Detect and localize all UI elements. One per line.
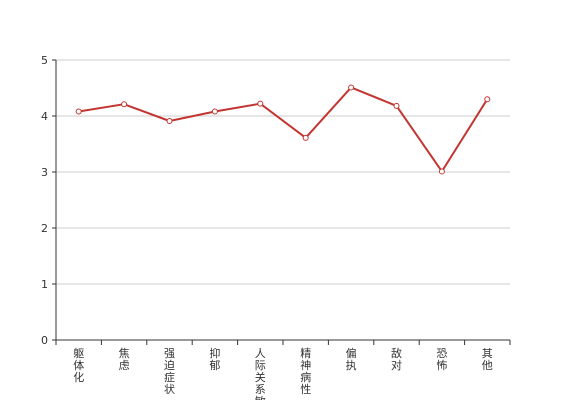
x-tick-labels: 躯体化 焦虑 强迫症状 抑郁 人际关系敏感 精神病性 偏执 敌对 恐怖 其他 [73,346,493,400]
data-point[interactable] [393,102,400,109]
y-tick-label: 4 [41,110,48,123]
data-point[interactable] [121,101,128,108]
series [75,84,491,175]
x-tick-label: 其他 [482,347,493,372]
y-tick-label: 2 [41,222,48,235]
data-point[interactable] [166,118,173,125]
data-point[interactable] [75,108,82,115]
x-tick-label: 躯体化 [73,347,84,384]
y-tick-label: 3 [41,166,48,179]
data-point[interactable] [348,84,355,91]
grid-lines [56,59,510,285]
series-line [78,86,489,173]
x-tick-label: 敌对 [391,346,402,372]
x-tick-label: 焦虑 [119,347,130,372]
x-tick-label: 精神病性 [300,347,311,396]
y-tick-label: 0 [41,334,48,347]
axes [52,59,511,345]
data-point[interactable] [438,168,445,175]
y-tick-label: 1 [41,278,48,291]
x-tick-label: 抑郁 [209,346,220,372]
x-tick-label: 恐怖 [436,347,447,372]
x-tick-label: 偏执 [346,346,357,372]
y-tick-labels: 0 1 2 3 4 5 [41,54,48,347]
data-point[interactable] [302,134,309,141]
x-tick-label: 人际关系敏感 [255,347,266,400]
data-point[interactable] [257,100,264,107]
data-point[interactable] [484,96,491,103]
y-tick-label: 5 [41,54,48,67]
data-point[interactable] [211,108,218,115]
x-tick-label: 强迫症状 [164,347,175,396]
